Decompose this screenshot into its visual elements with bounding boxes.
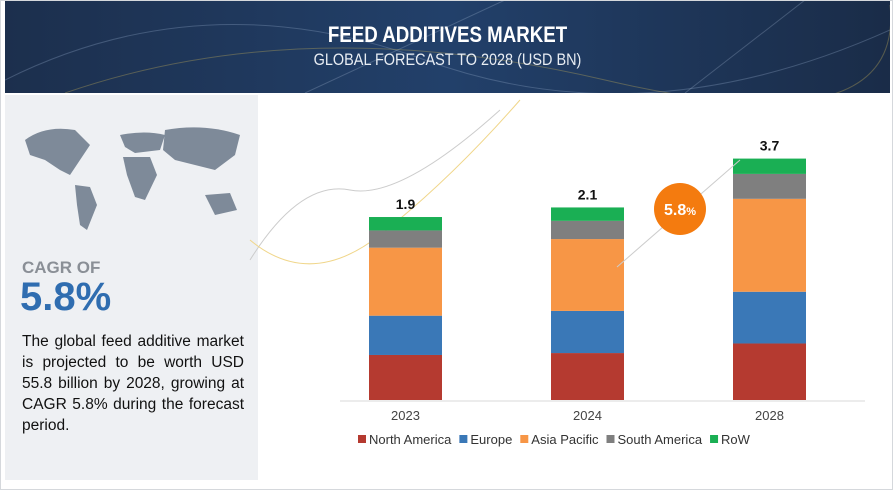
legend-item-south-america: South America [618,432,703,447]
x-tick-2024: 2024 [573,408,602,423]
legend-swatch [710,435,719,443]
legend-item-europe: Europe [470,432,512,447]
bar-segment-asia-pacific-2023 [369,247,442,316]
legend-swatch [520,435,529,443]
cagr-value: 5.8% [20,275,112,319]
decorative-curve [249,109,501,261]
decorative-lines [5,0,890,93]
total-label-2023: 1.9 [396,196,416,212]
bar-segment-europe-2023 [369,315,442,355]
summary-panel: CAGR OF 5.8% The global feed additive ma… [5,95,258,480]
bar-segment-north-america-2024 [551,353,624,400]
bar-segment-europe-2024 [551,310,624,354]
bar-segment-row-2024 [551,207,624,221]
legend-item-asia-pacific: Asia Pacific [531,432,599,447]
market-description: The global feed additive market is proje… [22,333,244,434]
bar-segment-south-america-2028 [733,173,806,199]
x-tick-2028: 2028 [755,408,784,423]
total-label-2024: 2.1 [578,186,598,202]
header-banner: FEED ADDITIVES MARKET GLOBAL FORECAST TO… [5,0,890,93]
bar-segment-asia-pacific-2024 [551,239,624,311]
legend-item-row: RoW [721,432,751,447]
legend-item-north-america: North America [369,432,452,447]
cagr-bubble-suffix: % [686,206,696,218]
legend-swatch [459,435,468,443]
cagr-bubble-value: 5.8 [664,202,686,219]
bar-segment-south-america-2024 [551,220,624,240]
bar-segment-row-2028 [733,158,806,174]
bar-segment-europe-2028 [733,291,806,344]
x-tick-2023: 2023 [391,408,420,423]
legend-swatch [606,435,615,443]
world-map-icon [25,127,240,230]
bar-segment-north-america-2023 [369,354,442,400]
cagr-label: CAGR OF [22,258,101,277]
total-label-2028: 3.7 [760,138,780,154]
bar-segment-north-america-2028 [733,343,806,400]
cagr-bubble: 5.8% [654,183,706,235]
chart-title: FEED ADDITIVES MARKET [327,22,568,47]
chart-subtitle: GLOBAL FORECAST TO 2028 (USD BN) [313,50,582,69]
legend-swatch [358,435,366,443]
svg-text:5.8%: 5.8% [664,202,696,219]
bar-segment-asia-pacific-2028 [733,198,806,292]
bar-segment-south-america-2023 [369,230,442,248]
bar-segment-row-2023 [369,217,442,231]
